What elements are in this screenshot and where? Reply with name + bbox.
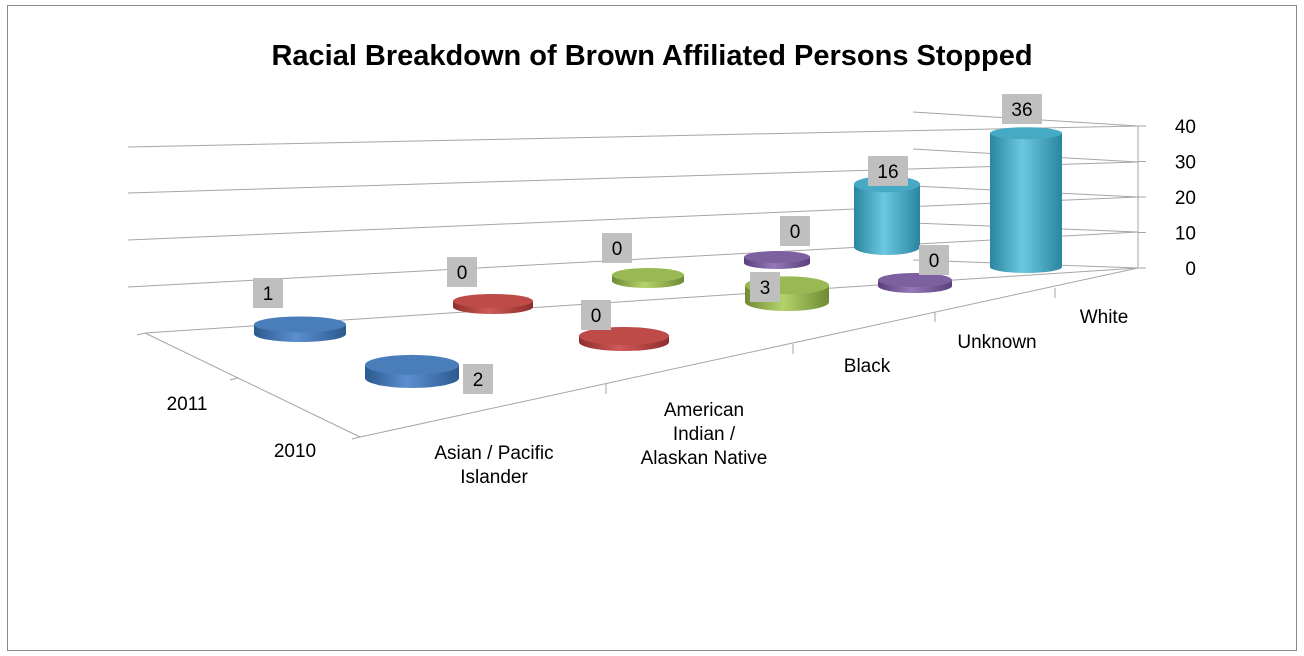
y-tick-label: 20 bbox=[1175, 188, 1196, 209]
category-label-asian-pacific-islander: Asian / Pacific Islander bbox=[434, 443, 553, 488]
bar-2010-white bbox=[854, 176, 920, 255]
data-label-2010-american-indian-alaskan-native: 0 bbox=[581, 300, 611, 330]
data-labels: 1 0 0 0 36 2 0 3 0 16 bbox=[253, 94, 1042, 394]
svg-text:36: 36 bbox=[1011, 100, 1032, 121]
bar-2011-american-indian-alaskan-native bbox=[453, 294, 533, 314]
bar-2011-black bbox=[612, 268, 684, 288]
bar-2011-unknown bbox=[744, 251, 810, 269]
series-label-2011: 2011 bbox=[167, 394, 208, 415]
data-label-2010-black: 3 bbox=[750, 272, 780, 302]
y-tick-label: 0 bbox=[1185, 259, 1196, 280]
y-tick-label: 30 bbox=[1175, 153, 1196, 174]
gridline bbox=[127, 161, 1139, 194]
bar-2011-white bbox=[990, 127, 1062, 273]
svg-text:0: 0 bbox=[929, 251, 940, 272]
svg-text:0: 0 bbox=[790, 222, 801, 243]
bars bbox=[254, 127, 1062, 388]
y-tick-label: 10 bbox=[1175, 224, 1196, 245]
data-label-2011-unknown: 0 bbox=[780, 216, 810, 246]
data-label-2010-white: 16 bbox=[868, 156, 908, 186]
gridline bbox=[127, 125, 1139, 148]
back-wall bbox=[127, 111, 1139, 288]
data-label-2011-white: 36 bbox=[1002, 94, 1042, 124]
bar-2010-american-indian-alaskan-native bbox=[579, 327, 669, 351]
data-label-2010-unknown: 0 bbox=[919, 245, 949, 275]
axis-ticks bbox=[136, 288, 1056, 440]
bar-2011-asian-pacific-islander bbox=[254, 316, 346, 342]
svg-text:0: 0 bbox=[457, 263, 468, 284]
data-label-2010-asian-pacific-islander: 2 bbox=[463, 364, 493, 394]
svg-text:0: 0 bbox=[591, 306, 602, 327]
data-label-2011-black: 0 bbox=[602, 233, 632, 263]
category-label-white: White bbox=[1080, 307, 1129, 328]
y-axis: 0 10 20 30 40 bbox=[1138, 117, 1196, 280]
svg-text:1: 1 bbox=[263, 284, 274, 305]
bar-2010-unknown bbox=[878, 273, 952, 293]
svg-text:16: 16 bbox=[877, 162, 898, 183]
series-axis: 2011 2010 bbox=[167, 394, 317, 462]
data-label-2011-asian-pacific-islander: 1 bbox=[253, 278, 283, 308]
chart-title: Racial Breakdown of Brown Affiliated Per… bbox=[271, 40, 1033, 72]
gridline bbox=[127, 196, 1139, 241]
category-label-american-indian-alaskan-native: American Indian / Alaskan Native bbox=[641, 400, 768, 469]
svg-text:3: 3 bbox=[760, 278, 771, 299]
category-axis: Asian / Pacific Islander American Indian / A… bbox=[434, 307, 1128, 488]
series-label-2010: 2010 bbox=[274, 441, 316, 462]
bar-2010-asian-pacific-islander bbox=[365, 354, 459, 388]
svg-text:2: 2 bbox=[473, 370, 484, 391]
category-label-black: Black bbox=[844, 356, 891, 377]
gridline bbox=[127, 231, 1139, 288]
category-label-unknown: Unknown bbox=[957, 332, 1036, 353]
data-label-2011-american-indian-alaskan-native: 0 bbox=[447, 257, 477, 287]
y-tick-label: 40 bbox=[1175, 117, 1196, 138]
svg-text:0: 0 bbox=[612, 239, 623, 260]
